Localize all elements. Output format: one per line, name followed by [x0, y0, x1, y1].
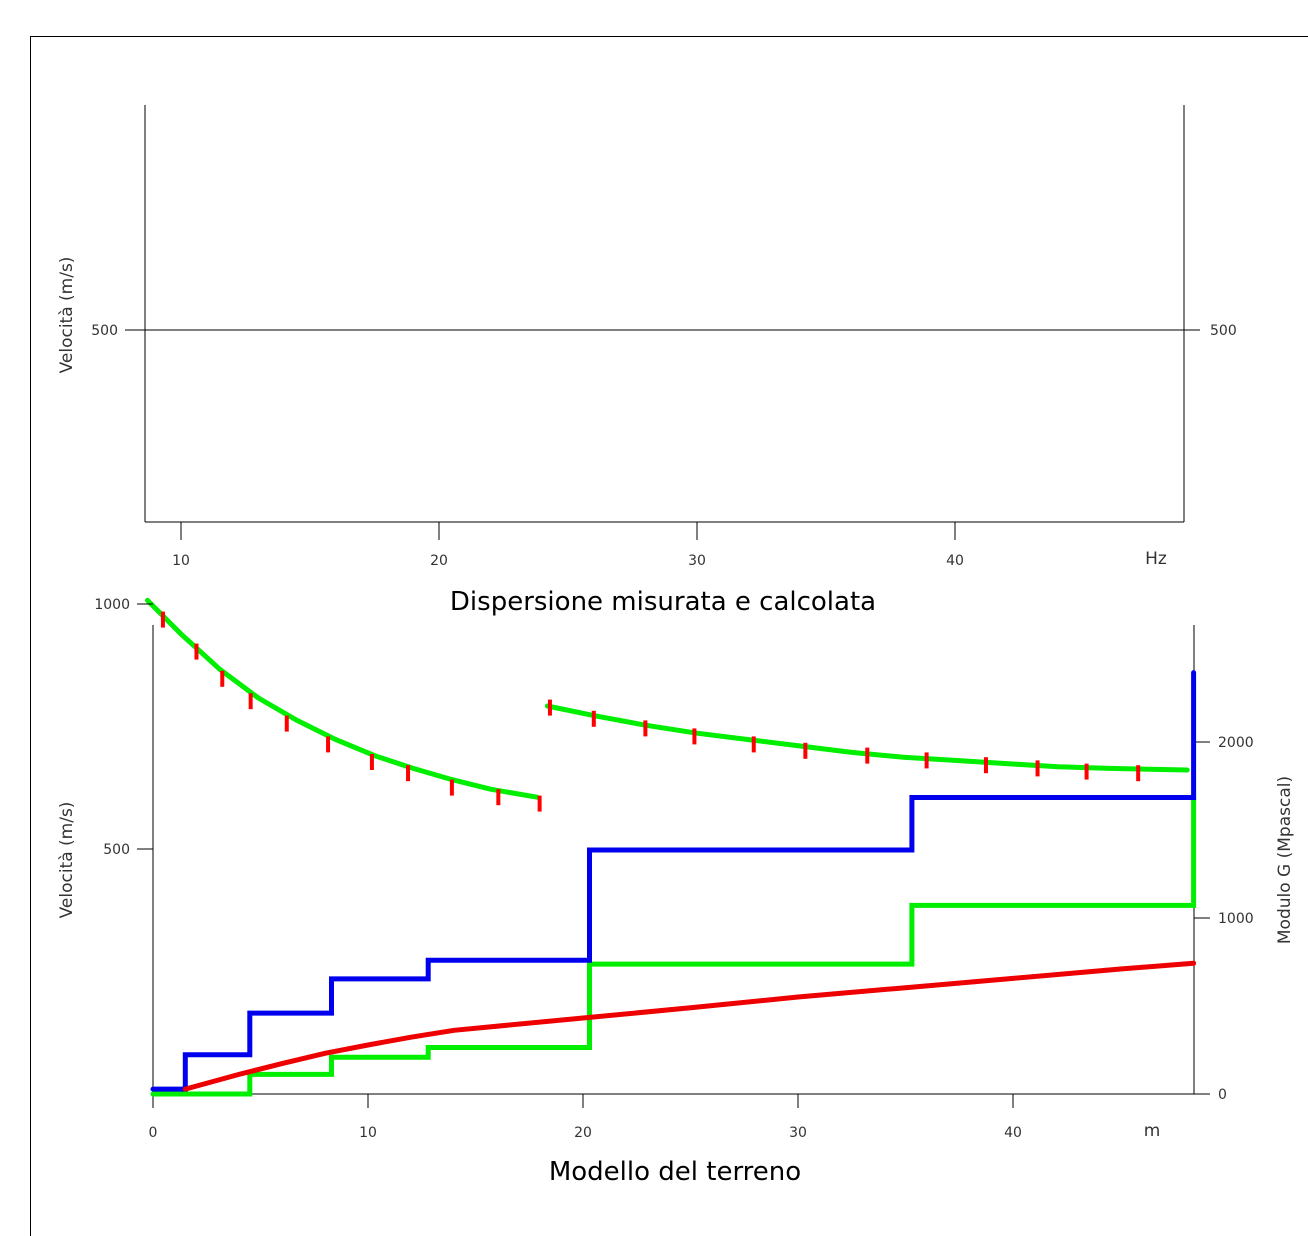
terrain-y-tick-label-0: 500	[103, 842, 130, 858]
dispersion-measured-point-1	[194, 643, 199, 660]
dispersion-y-right-tick-label-0: 500	[1210, 323, 1237, 339]
dispersion-measured-point-0	[160, 611, 165, 628]
terrain-y-tick-label-1: 1000	[94, 597, 130, 613]
terrain-series	[150, 670, 1197, 1097]
dispersion-x-tick-label-0: 10	[172, 553, 190, 569]
dispersion-x-tick-label-1: 20	[430, 553, 448, 569]
terrain-x-tick-label-2: 20	[574, 1125, 592, 1141]
terrain-y-axis-title: Velocità (m/s)	[57, 802, 77, 919]
terrain-series-line-2	[182, 960, 1197, 1092]
dispersion-measured-point-20	[1035, 760, 1040, 777]
dispersion-measured-point-8	[449, 779, 454, 796]
dispersion-measured-point-10	[537, 795, 542, 812]
dispersion-measured-point-16	[803, 742, 808, 759]
dispersion-chart: 10 20 30 40 500 500 Hz Velocità (m/s) Disper…	[57, 105, 1237, 812]
dispersion-measured-point-4	[284, 715, 289, 732]
dispersion-measured-point-3	[248, 693, 253, 710]
dispersion-measured-point-18	[924, 752, 929, 769]
figure-frame	[30, 36, 1308, 1236]
dispersion-x-unit: Hz	[1145, 549, 1167, 569]
dispersion-measured-point-13	[643, 720, 648, 737]
terrain-model-chart: 0 10 20 30 40 500 1000 0 1000 2000 m Velocità (…	[57, 597, 1295, 1187]
terrain-x-ticks: 0 10 20 30 40	[149, 1094, 1022, 1141]
terrain-y-right-tick-label-2: 2000	[1218, 735, 1254, 751]
terrain-series-line-1	[150, 792, 1197, 1097]
terrain-x-tick-label-4: 40	[1004, 1125, 1022, 1141]
terrain-x-tick-label-1: 10	[359, 1125, 377, 1141]
dispersion-measured-point-15	[751, 736, 756, 753]
dispersion-measured-point-14	[692, 728, 697, 745]
dispersion-measured-point-11	[547, 699, 552, 716]
terrain-y-ticks: 500 1000	[94, 597, 153, 858]
dispersion-measured-point-19	[983, 757, 988, 774]
dispersion-measured-point-2	[220, 670, 225, 687]
dispersion-y-ticks: 500 500	[91, 323, 1236, 339]
terrain-series-line-0	[150, 670, 1197, 1092]
dispersion-measured-point-22	[1136, 765, 1141, 782]
dispersion-measured-point-12	[591, 710, 596, 727]
terrain-x-tick-label-3: 30	[789, 1125, 807, 1141]
terrain-y-right-tick-label-1: 1000	[1218, 911, 1254, 927]
dispersion-measured-point-9	[496, 789, 501, 806]
dispersion-y-axis-title: Velocità (m/s)	[57, 257, 77, 374]
dispersion-measured-point-17	[865, 747, 870, 764]
dispersion-measured-point-5	[326, 736, 331, 753]
dispersion-measured-point-21	[1084, 763, 1089, 780]
dispersion-y-tick-label-0: 500	[91, 323, 118, 339]
dispersion-measured-point-6	[369, 754, 374, 770]
dispersion-x-tick-label-3: 40	[946, 553, 964, 569]
terrain-y-axis-title-right: Modulo G (Mpascal)	[1275, 776, 1295, 944]
terrain-x-tick-label-0: 0	[149, 1125, 158, 1141]
dispersion-measured-point-7	[406, 765, 411, 782]
dispersion-x-ticks: 10 20 30 40	[172, 522, 964, 569]
dispersion-calculated-line-1	[145, 597, 540, 800]
dispersion-x-tick-label-2: 30	[688, 553, 706, 569]
terrain-y-right-tick-label-0: 0	[1218, 1087, 1227, 1103]
terrain-y-ticks-right: 0 1000 2000	[1194, 735, 1254, 1103]
terrain-x-unit: m	[1144, 1121, 1161, 1141]
terrain-chart-title: Modello del terreno	[549, 1157, 801, 1187]
dispersion-series	[145, 597, 1190, 812]
dispersion-chart-title: Dispersione misurata e calcolata	[450, 587, 876, 617]
